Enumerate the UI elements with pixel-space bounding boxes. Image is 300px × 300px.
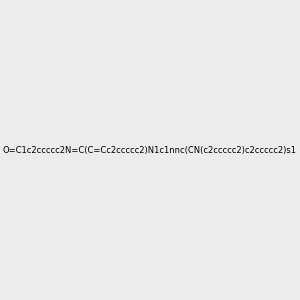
Text: O=C1c2ccccc2N=C(C=Cc2ccccc2)N1c1nnc(CN(c2ccccc2)c2ccccc2)s1: O=C1c2ccccc2N=C(C=Cc2ccccc2)N1c1nnc(CN(c… — [3, 146, 297, 154]
